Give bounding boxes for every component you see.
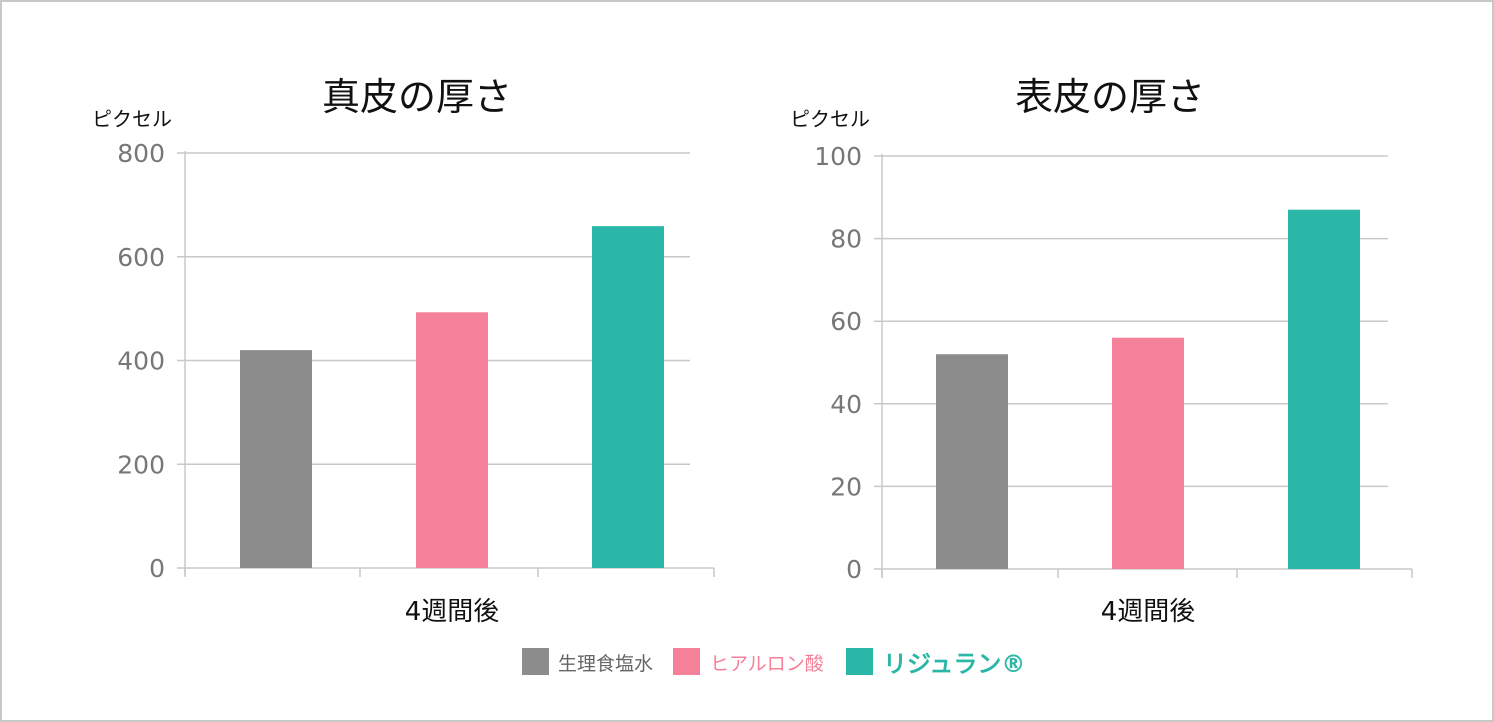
x-axis-label: 4週間後 — [1101, 597, 1196, 627]
y-tick-label: 80 — [830, 225, 862, 254]
legend: 生理食塩水 ヒアルロン酸 リジュラン® — [522, 648, 1025, 678]
legend-label-rejuran: リジュラン® — [883, 650, 1025, 678]
legend-label-hyaluronic: ヒアルロン酸 — [710, 653, 824, 675]
bar-rejuran — [592, 226, 664, 569]
y-tick-label: 100 — [814, 142, 862, 171]
x-axis-label: 4週間後 — [405, 597, 500, 627]
dermis-chart: 真皮の厚さ ピクセル 4週間後 0 200 400 600 800 — [92, 75, 715, 627]
bar-hyaluronic — [416, 312, 488, 568]
legend-label-saline: 生理食塩水 — [558, 653, 653, 675]
y-tick-label: 0 — [846, 555, 862, 584]
y-tick-label: 400 — [117, 347, 165, 376]
bar-saline — [240, 350, 312, 568]
y-tick-label: 60 — [830, 307, 862, 336]
y-axis-label: ピクセル — [790, 107, 870, 131]
legend-swatch-saline — [522, 648, 549, 675]
bar-rejuran — [1288, 209, 1360, 569]
y-tick-label: 0 — [149, 554, 165, 583]
y-tick-label: 200 — [117, 450, 165, 479]
y-tick-label: 600 — [117, 243, 165, 272]
legend-swatch-hyaluronic — [673, 648, 700, 675]
y-tick-label: 40 — [830, 390, 862, 419]
epidermis-chart: 表皮の厚さ ピクセル 4週間後 0 20 40 60 80 100 — [790, 75, 1413, 627]
y-tick-label: 800 — [117, 139, 165, 168]
legend-swatch-rejuran — [846, 648, 873, 675]
y-tick-label: 20 — [830, 472, 862, 501]
chart-title: 表皮の厚さ — [1015, 75, 1205, 119]
bar-hyaluronic — [1112, 337, 1184, 569]
chart-title: 真皮の厚さ — [322, 75, 512, 119]
bar-saline — [936, 354, 1008, 569]
y-axis-label: ピクセル — [92, 107, 172, 131]
